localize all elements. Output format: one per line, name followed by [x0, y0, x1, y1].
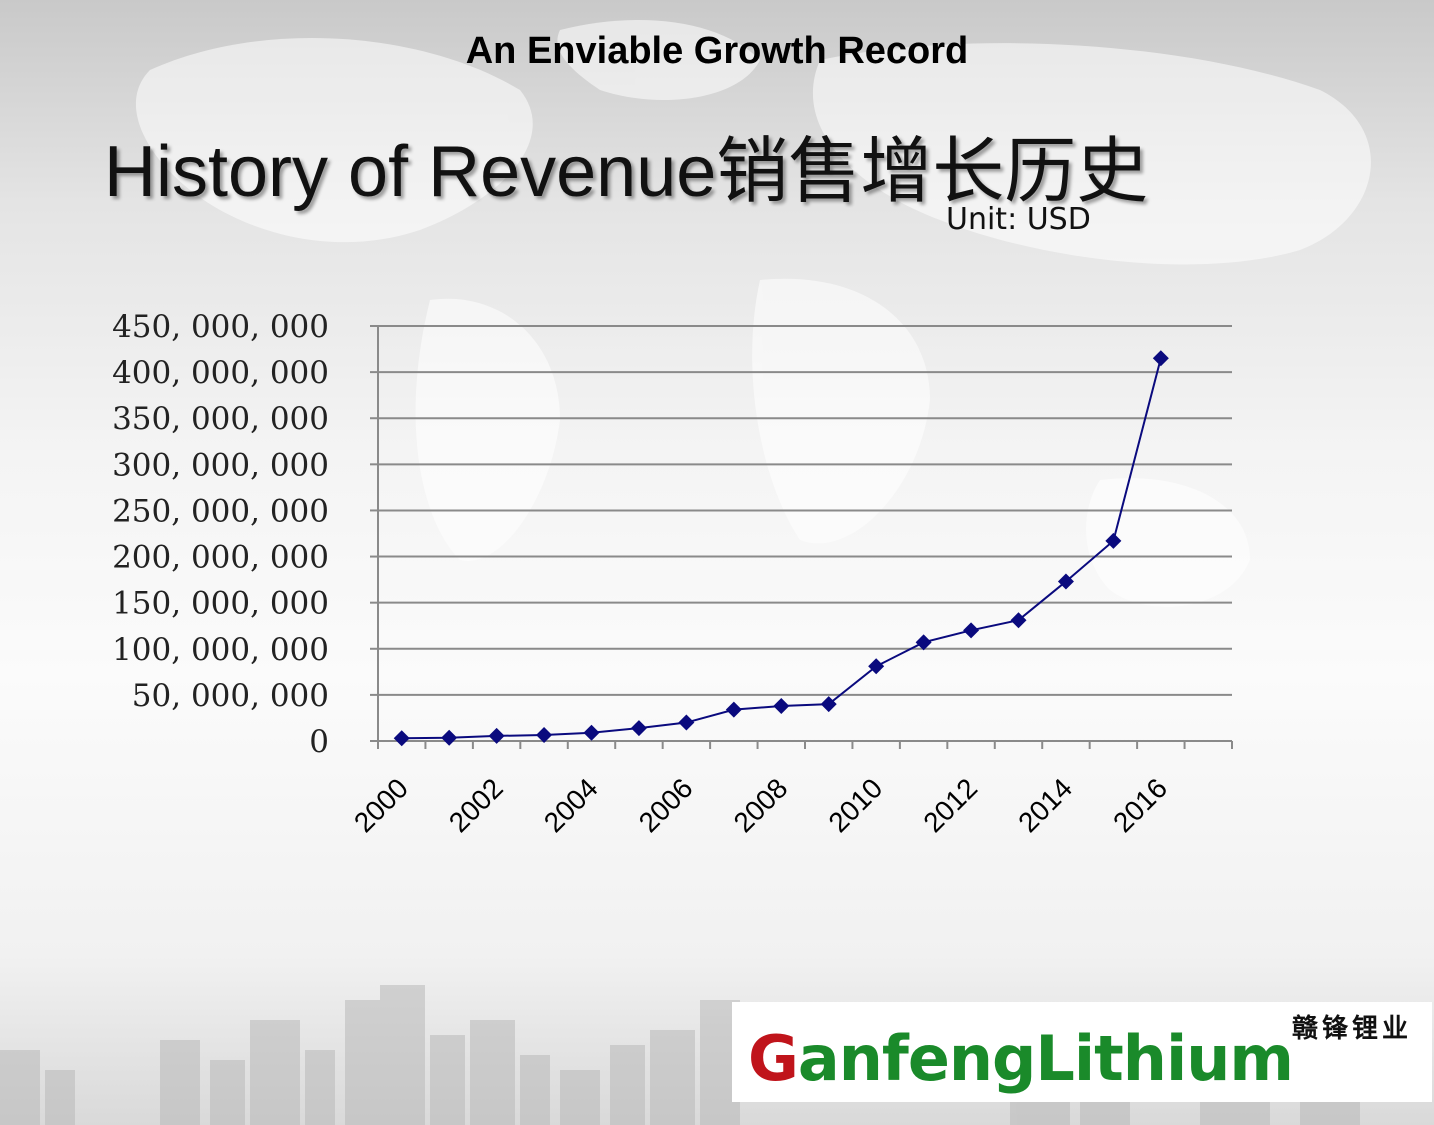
y-tick-label: 200, 000, 000	[112, 540, 329, 576]
y-tick-label: 300, 000, 000	[112, 447, 329, 483]
y-tick-label: 450, 000, 000	[112, 309, 329, 345]
x-tick-label: 2004	[538, 772, 604, 838]
unit-label: Unit: USD	[946, 202, 1091, 237]
data-point-marker	[583, 724, 600, 741]
x-tick-label: 2006	[633, 772, 699, 838]
x-tick-label: 2016	[1107, 772, 1173, 838]
x-tick-label: 2012	[917, 772, 983, 838]
y-tick-label: 350, 000, 000	[112, 401, 329, 437]
data-point-marker	[963, 622, 980, 639]
series-line	[401, 358, 1162, 740]
data-point-marker	[1057, 573, 1074, 590]
y-tick-label: 50, 000, 000	[132, 678, 329, 714]
data-point-marker	[441, 729, 458, 746]
y-tick-label: 100, 000, 000	[112, 632, 329, 668]
data-point-marker	[1010, 612, 1027, 629]
logo-wordmark-rest: anfengLithium	[797, 1022, 1294, 1095]
logo-letter-g: G	[748, 1022, 799, 1095]
data-point-marker	[1105, 532, 1122, 549]
y-tick-label: 250, 000, 000	[112, 493, 329, 529]
y-tick-label: 400, 000, 000	[112, 355, 329, 391]
x-tick-label: 2008	[728, 772, 794, 838]
y-axis-tick-labels: 0 50, 000, 000 100, 000, 000 150, 000, 000 2…	[112, 309, 329, 760]
slide-subtitle: An Enviable Growth Record	[465, 30, 969, 72]
data-point-marker	[630, 720, 647, 737]
x-tick-label: 2000	[348, 772, 414, 838]
data-point-marker	[488, 727, 505, 744]
y-tick-label: 150, 000, 000	[112, 586, 329, 622]
data-point-marker	[678, 714, 695, 731]
data-point-marker	[725, 701, 742, 718]
ganfeng-lithium-logo: 赣锋锂业 GanfengLithium	[732, 1002, 1432, 1102]
data-point-marker	[393, 730, 410, 747]
revenue-series	[393, 350, 1169, 747]
chart-axes	[370, 325, 1233, 749]
data-point-marker	[536, 727, 553, 744]
page-title: History of Revenue销售增长历史	[104, 132, 1149, 212]
data-point-marker	[1152, 350, 1169, 367]
logo-chinese-name: 赣锋锂业	[1291, 1014, 1412, 1044]
x-tick-label: 2014	[1012, 772, 1078, 838]
data-point-marker	[820, 696, 837, 713]
data-point-marker	[868, 658, 885, 675]
data-point-marker	[915, 634, 932, 651]
x-tick-label: 2002	[443, 772, 509, 838]
x-axis-tick-labels: 2000 2002 2004 2006 2008 2010 2012 2014 2016	[348, 772, 1173, 838]
y-tick-label: 0	[309, 724, 329, 760]
data-point-marker	[773, 697, 790, 714]
chart-gridlines	[378, 325, 1232, 696]
x-tick-label: 2010	[822, 772, 888, 838]
logo-wordmark: GanfengLithium	[748, 1022, 1294, 1095]
